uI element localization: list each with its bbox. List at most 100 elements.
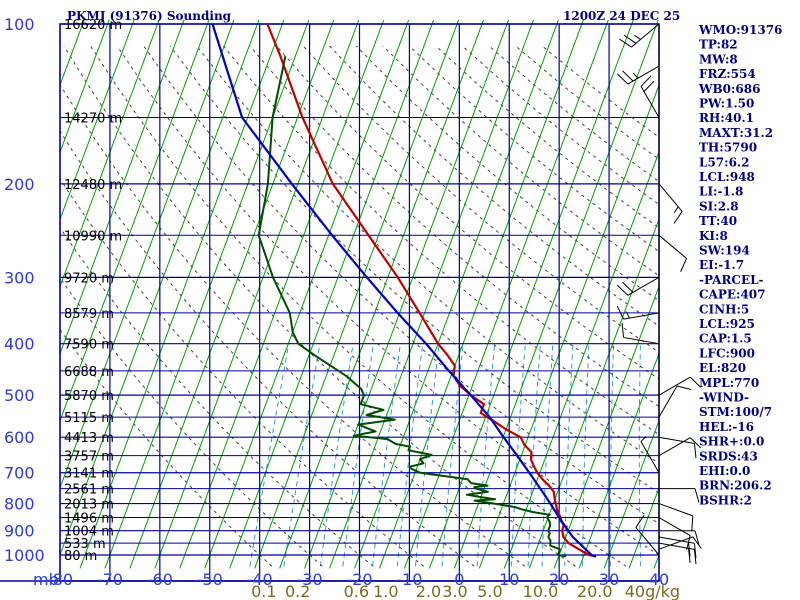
isotherm-line: [60, 20, 210, 423]
wind-barb-flag: [693, 543, 697, 558]
wind-barb-staff: [640, 441, 660, 473]
pressure-tick-label: 700: [4, 464, 35, 483]
index-entry: TH:5790: [699, 141, 757, 155]
isotherm-line: [60, 20, 135, 221]
wind-barb-flag: [693, 443, 697, 458]
index-entry: FRZ:554: [699, 67, 756, 81]
dry-adiabat-line: [249, 45, 659, 407]
dry-adiabat-line: [355, 45, 659, 302]
height-label: 3141 m: [64, 467, 114, 482]
temperature-tick-label: -60: [147, 570, 173, 589]
wind-barb: [658, 385, 692, 418]
wind-barb-staff: [658, 542, 695, 550]
wind-barb: [658, 436, 697, 458]
index-entry: BRN:206.2: [699, 479, 772, 493]
index-entry: MW:8: [699, 52, 738, 66]
wind-barb-staff: [623, 336, 660, 345]
index-entry: -WIND-: [699, 391, 749, 405]
wind-barb-flag: [617, 284, 629, 296]
temperature-tick-label: -70: [97, 570, 123, 589]
wind-barb-staff: [658, 385, 678, 418]
index-entry: EI:-1.7: [699, 258, 744, 272]
wind-barb-half-flag: [673, 206, 679, 214]
wind-barb-flag: [643, 80, 655, 92]
height-label: 16620 m: [64, 18, 122, 33]
wind-barb: [635, 515, 660, 556]
wind-barb-staff: [658, 536, 693, 550]
isotherm-line: [603, 419, 659, 569]
index-entry: EHI:0.0: [699, 464, 750, 478]
mixing-ratio-label: 10.0: [523, 582, 559, 600]
wind-barb-staff: [658, 517, 691, 536]
dry-adiabat-line: [63, 45, 576, 567]
height-label: 5115 m: [64, 411, 114, 426]
height-label: 2013 m: [64, 498, 114, 513]
dewpoint-profile-line: [257, 55, 567, 558]
wind-barb-flag: [693, 549, 697, 564]
index-entry: TP:82: [699, 38, 738, 52]
wind-barb: [659, 488, 700, 503]
wind-barb-half-flag: [632, 72, 639, 79]
index-entry: STM:100/7: [699, 405, 772, 419]
dry-adiabat-line: [60, 226, 374, 567]
wind-barb-flag: [619, 38, 632, 48]
isotherm-line: [553, 285, 659, 569]
wind-barb-flag: [621, 322, 625, 338]
temperature-tick-label: 0: [454, 570, 464, 589]
wind-barb-staff: [658, 437, 691, 457]
isotherm-line: [129, 20, 335, 569]
index-entry: BSHR:2: [699, 493, 752, 507]
isotherm-line: [254, 20, 460, 569]
wind-barb-staff: [635, 527, 660, 556]
index-entry: SHR+:0.0: [699, 435, 764, 449]
mixing-ratio-label: 3.0: [442, 582, 467, 600]
mixing-ratio-label: 20.0: [577, 582, 613, 600]
pressure-tick-label: 800: [4, 495, 35, 514]
mixing-ratio-label: 5.0: [477, 582, 502, 600]
mixing-ratio-label: 0.1: [251, 582, 276, 600]
wind-barb: [619, 23, 660, 48]
temperature-tick-label: -80: [47, 570, 73, 589]
wind-barb: [658, 517, 691, 550]
station-title: PKMJ (91376) Sounding: [67, 9, 232, 23]
isotherm-line: [503, 150, 659, 569]
height-label: 1004 m: [64, 525, 114, 540]
isotherm-line: [60, 20, 235, 490]
index-entry: EL:820: [699, 361, 746, 375]
height-label: 80 m: [64, 549, 97, 564]
wind-barbs: [616, 23, 702, 564]
isotherm-line: [154, 20, 360, 569]
isotherm-line: [478, 83, 659, 569]
index-entry: TT:40: [699, 214, 737, 228]
pressure-tick-label: 500: [4, 386, 35, 405]
pressure-tick-label: 600: [4, 428, 35, 447]
mixing-ratio-label: 40g/kg: [625, 582, 680, 600]
dry-adiabat-line: [302, 45, 659, 353]
sounding-profiles: [211, 23, 597, 558]
wind-barb-staff: [658, 436, 695, 444]
wind-barb-flag: [623, 34, 637, 44]
height-label: 3757 m: [64, 450, 114, 465]
mixing-ratio-line: [609, 343, 615, 567]
wind-barb-staff: [631, 23, 660, 48]
wind-barb: [621, 322, 660, 345]
isotherm-line: [79, 20, 285, 569]
wind-barb: [658, 183, 683, 224]
height-label: 4413 m: [64, 431, 114, 446]
index-entry: L57:6.2: [699, 155, 749, 169]
mixing-ratio-label: 0.2: [285, 582, 310, 600]
index-entry: LI:-1.8: [699, 185, 743, 199]
dry-adiabat-line: [116, 45, 659, 556]
wind-barb-flag: [622, 281, 634, 293]
temperature-tick-label: -40: [247, 570, 273, 589]
mixing-ratio-line: [441, 343, 464, 567]
isotherm-line: [578, 352, 659, 569]
mixing-ratio-line: [564, 343, 574, 567]
index-entry: PW:1.50: [699, 97, 754, 111]
isotherm-line: [453, 20, 659, 569]
index-entry: KI:8: [699, 229, 728, 243]
isotherm-line: [428, 20, 634, 569]
height-label: 7590 m: [64, 338, 114, 353]
temperature-tick-label: -50: [197, 570, 223, 589]
isotherm-line: [60, 20, 185, 356]
